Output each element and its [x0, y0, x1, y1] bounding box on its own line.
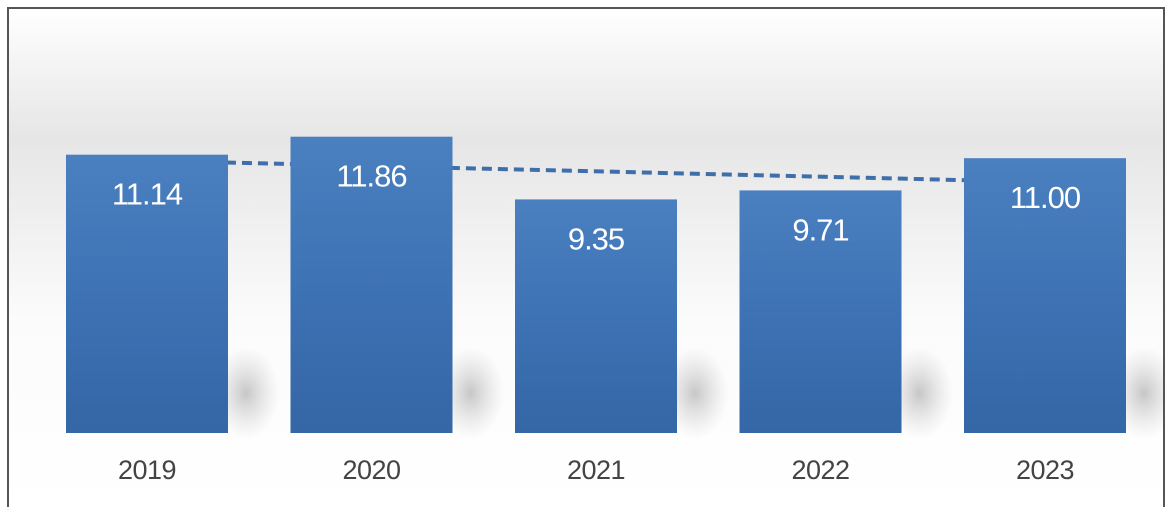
bar-2023 — [964, 158, 1126, 434]
x-tick-2023: 2023 — [1016, 455, 1074, 485]
bar-2019 — [66, 154, 228, 433]
bar-chart: 11.14 11.86 9.35 9.71 11.00 2019 2020 2021 2022… — [65, 136, 1163, 485]
x-tick-2020: 2020 — [342, 455, 400, 485]
bar-2020 — [290, 136, 453, 433]
value-labels: 11.14 11.86 9.35 9.71 11.00 — [112, 159, 1082, 257]
x-tick-2019: 2019 — [118, 455, 176, 485]
value-label-2022: 9.71 — [792, 212, 848, 247]
value-label-2023: 11.00 — [1010, 180, 1081, 215]
x-axis-labels: 2019 2020 2021 2022 2023 — [118, 455, 1075, 485]
value-label-2019: 11.14 — [112, 177, 183, 212]
bar-2022 — [739, 190, 902, 433]
bar-shadow — [212, 347, 280, 439]
bars — [66, 136, 1126, 434]
chart-frame: 11.14 11.86 9.35 9.71 11.00 2019 2020 2021 2022… — [7, 7, 1165, 507]
x-tick-2021: 2021 — [567, 455, 625, 485]
bar-shadows — [212, 347, 1163, 439]
bar-shadow — [885, 347, 954, 439]
bar-2021 — [515, 199, 677, 433]
bar-shadow — [436, 347, 505, 439]
x-tick-2022: 2022 — [791, 455, 849, 485]
value-label-2021: 9.35 — [568, 221, 624, 256]
value-label-2020: 11.86 — [336, 159, 406, 194]
bar-shadow — [661, 347, 729, 439]
